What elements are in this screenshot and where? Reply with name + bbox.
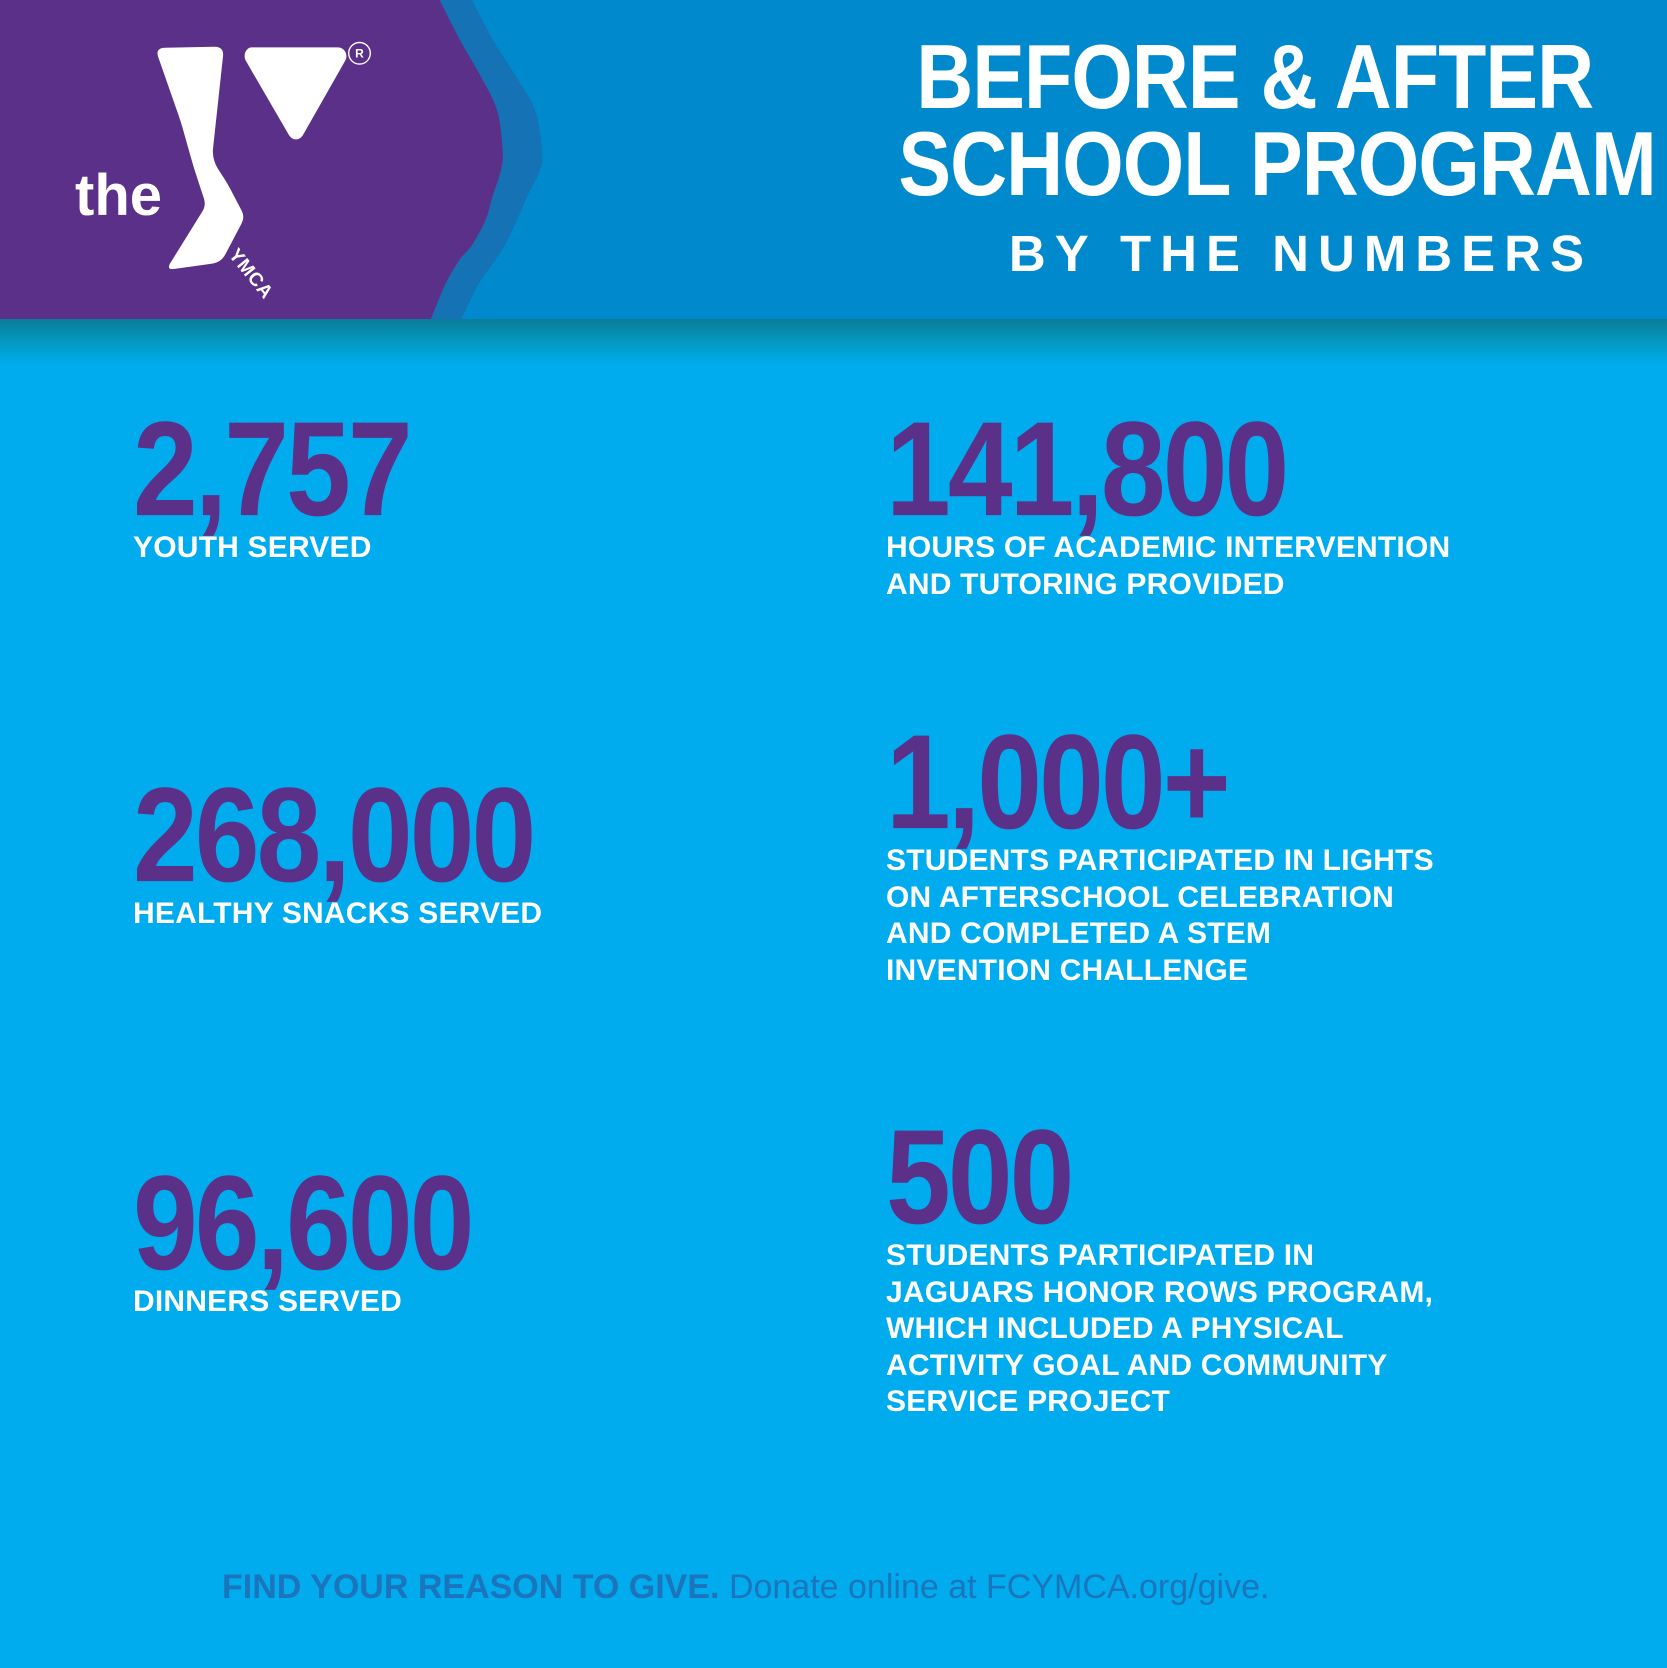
svg-text:R: R [355, 47, 364, 61]
svg-text:YMCA: YMCA [224, 245, 277, 303]
svg-text:the: the [75, 163, 162, 228]
